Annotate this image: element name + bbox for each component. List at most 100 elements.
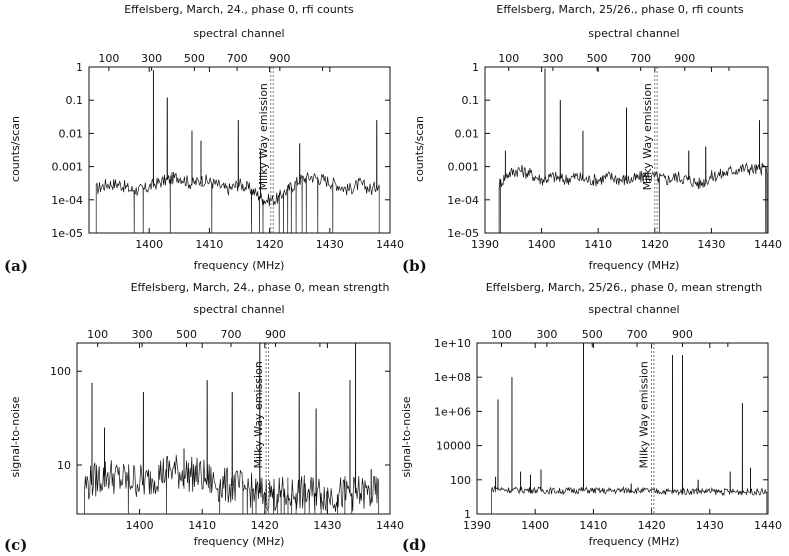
y-tick-label: 10000 xyxy=(436,440,471,453)
panel-d-ylabel: signal-to-noise xyxy=(400,396,413,477)
x-tick-label: 1400 xyxy=(126,519,154,532)
x-tick-label: 1410 xyxy=(195,238,223,251)
y-tick-label: 1e-05 xyxy=(447,227,479,240)
x-tick-label: 1400 xyxy=(135,238,163,251)
panel-c-ylabel: signal-to-noise xyxy=(9,396,22,477)
x2-tick-label: 300 xyxy=(141,52,162,65)
x-tick-label: 1440 xyxy=(376,238,404,251)
x2-tick-label: 300 xyxy=(536,328,557,341)
y-tick-label: 0.01 xyxy=(59,127,84,140)
x-tick-label: 1400 xyxy=(528,238,556,251)
y-tick-label: 0.1 xyxy=(462,94,480,107)
panel-d-letter: (d) xyxy=(402,536,427,554)
x-tick-label: 1410 xyxy=(584,238,612,251)
panel-c-series-line xyxy=(84,342,380,515)
milky-way-annotation: Milky Way emission xyxy=(257,83,270,190)
y-tick-label: 1 xyxy=(464,508,471,521)
panel-b-xlabel: frequency (MHz) xyxy=(589,259,680,272)
panel-c-xlabel: frequency (MHz) xyxy=(194,535,285,548)
x2-tick-label: 100 xyxy=(491,328,512,341)
y-tick-label: 1e-04 xyxy=(447,194,479,207)
y-tick-label: 1e+06 xyxy=(434,405,471,418)
panel-a-title: Effelsberg, March, 24., phase 0, rfi cou… xyxy=(124,3,354,16)
panel-c-x2label: spectral channel xyxy=(193,303,284,316)
x2-tick-label: 500 xyxy=(176,328,197,341)
y-tick-label: 1 xyxy=(472,61,479,74)
y-tick-label: 100 xyxy=(450,474,471,487)
panel-b: Effelsberg, March, 25/26., phase 0, rfi … xyxy=(402,3,782,275)
x-tick-label: 1410 xyxy=(188,519,216,532)
x2-tick-label: 900 xyxy=(674,52,695,65)
panel-d-xlabel: frequency (MHz) xyxy=(589,535,680,548)
panel-d-frame xyxy=(476,342,769,515)
x2-tick-label: 700 xyxy=(227,52,248,65)
x-tick-label: 1440 xyxy=(754,519,782,532)
x-tick-label: 1430 xyxy=(696,519,724,532)
x-tick-label: 1400 xyxy=(521,519,549,532)
x-tick-label: 1440 xyxy=(754,238,782,251)
x2-tick-label: 300 xyxy=(132,328,153,341)
panel-a-x2label: spectral channel xyxy=(193,27,284,40)
x2-tick-label: 700 xyxy=(630,52,651,65)
y-tick-label: 10 xyxy=(57,459,71,472)
x2-tick-label: 500 xyxy=(184,52,205,65)
x2-tick-label: 100 xyxy=(498,52,519,65)
x-tick-label: 1420 xyxy=(638,519,666,532)
panel-a-ylabel: counts/scan xyxy=(9,116,22,182)
panel-a-letter: (a) xyxy=(4,257,28,275)
panel-c-title: Effelsberg, March, 24., phase 0, mean st… xyxy=(131,281,390,294)
x2-tick-label: 900 xyxy=(265,328,286,341)
y-tick-label: 1e-05 xyxy=(51,227,83,240)
x2-tick-label: 900 xyxy=(269,52,290,65)
x2-tick-label: 700 xyxy=(627,328,648,341)
y-tick-label: 0.01 xyxy=(455,127,480,140)
y-tick-label: 0.001 xyxy=(52,161,84,174)
panel-b-title: Effelsberg, March, 25/26., phase 0, rfi … xyxy=(496,3,744,16)
milky-way-annotation: Milky Way emission xyxy=(638,361,651,468)
x2-tick-label: 700 xyxy=(220,328,241,341)
panel-a-xlabel: frequency (MHz) xyxy=(194,259,285,272)
y-tick-label: 100 xyxy=(50,365,71,378)
panel-a-series-line xyxy=(95,70,380,234)
x2-tick-label: 900 xyxy=(672,328,693,341)
x2-tick-label: 300 xyxy=(542,52,563,65)
y-tick-label: 1e+10 xyxy=(434,337,471,350)
y-tick-label: 1e-04 xyxy=(51,194,83,207)
x-tick-label: 1420 xyxy=(251,519,279,532)
panel-d-series-line xyxy=(491,342,768,514)
y-tick-label: 1e+08 xyxy=(434,371,471,384)
panel-a-frame xyxy=(88,66,391,234)
x-tick-label: 1410 xyxy=(579,519,607,532)
x2-tick-label: 500 xyxy=(582,328,603,341)
x2-tick-label: 100 xyxy=(98,52,119,65)
panel-c-frame xyxy=(76,342,391,515)
panel-d-x2label: spectral channel xyxy=(588,303,679,316)
milky-way-annotation: Milky Way emission xyxy=(641,83,654,190)
x-tick-label: 1430 xyxy=(697,238,725,251)
panel-b-frame xyxy=(484,66,769,234)
panel-a: Effelsberg, March, 24., phase 0, rfi cou… xyxy=(4,3,404,275)
panel-b-letter: (b) xyxy=(402,257,427,275)
milky-way-annotation: Milky Way emission xyxy=(252,361,265,468)
x-tick-label: 1420 xyxy=(641,238,669,251)
panel-c-letter: (c) xyxy=(4,536,27,554)
x-tick-label: 1430 xyxy=(313,519,341,532)
panel-d-title: Effelsberg, March, 25/26., phase 0, mean… xyxy=(486,281,763,294)
x-tick-label: 1390 xyxy=(463,519,491,532)
panel-d: Effelsberg, March, 25/26., phase 0, mean… xyxy=(400,281,782,554)
x-tick-label: 1390 xyxy=(471,238,499,251)
x2-tick-label: 100 xyxy=(87,328,108,341)
panel-c: Effelsberg, March, 24., phase 0, mean st… xyxy=(4,281,404,554)
panel-b-ylabel: counts/scan xyxy=(413,116,426,182)
x-tick-label: 1420 xyxy=(256,238,284,251)
y-tick-label: 0.1 xyxy=(66,94,84,107)
panel-b-x2label: spectral channel xyxy=(588,27,679,40)
panel-b-series-line xyxy=(498,68,768,234)
x-tick-label: 1430 xyxy=(316,238,344,251)
y-tick-label: 1 xyxy=(76,61,83,74)
x-tick-label: 1440 xyxy=(376,519,404,532)
y-tick-label: 0.001 xyxy=(448,161,480,174)
x2-tick-label: 500 xyxy=(587,52,608,65)
